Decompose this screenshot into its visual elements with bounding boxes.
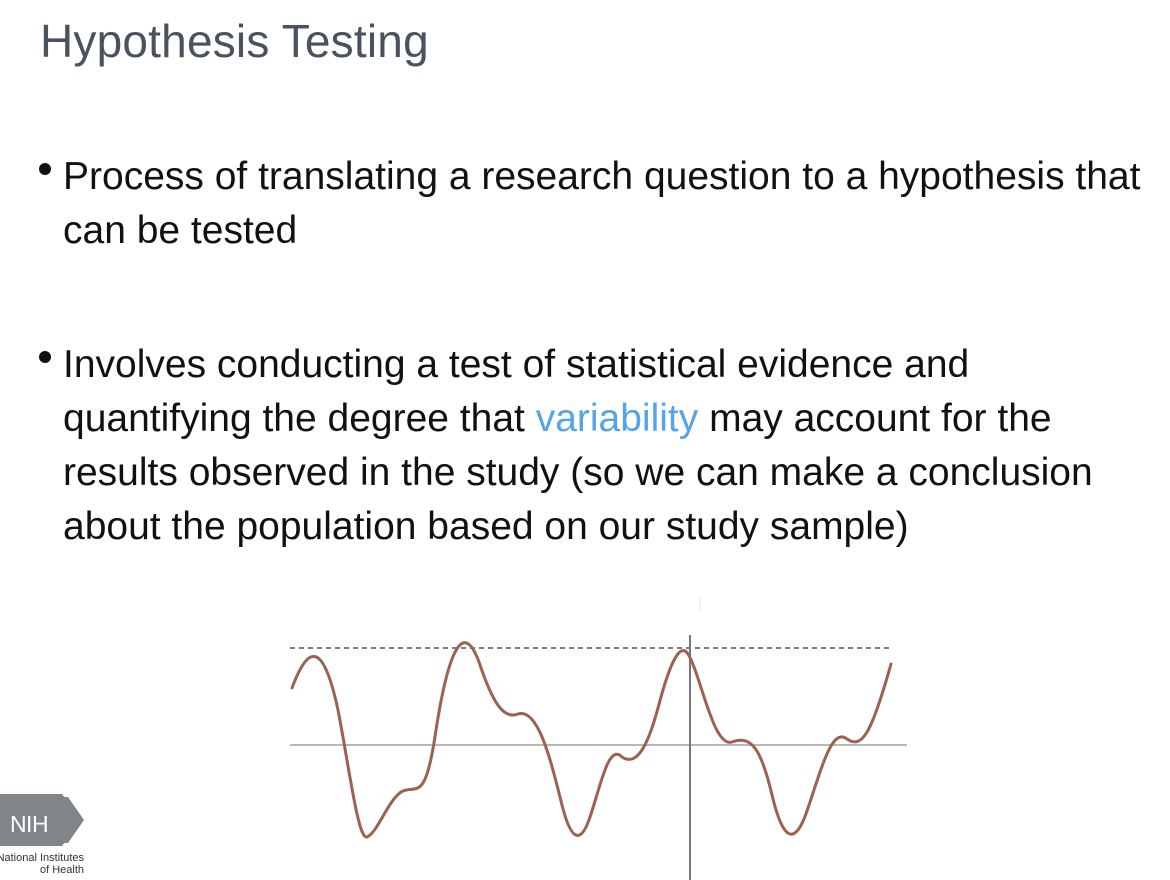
wave-variability-figure <box>290 598 907 880</box>
variability-highlight: variability <box>535 397 699 440</box>
nih-logo-text: NIH <box>9 811 49 837</box>
bullet-list: Process of translating a research questi… <box>36 150 1161 554</box>
bullet-text-after: may account for the results observed in … <box>63 397 1093 548</box>
bullet-icon <box>39 163 51 175</box>
bullet-text-before: Involves conducting a test of statistica… <box>63 343 970 440</box>
bullet-text: Process of translating a research questi… <box>63 155 1141 252</box>
bullet-text: Involves conducting a test of statistica… <box>63 338 1161 554</box>
bullet-item-evidence: Involves conducting a test of statistica… <box>36 338 1161 554</box>
nih-logo: NIH National Institutes of Health <box>0 794 90 880</box>
nih-caption-line-2: of Health <box>39 864 84 876</box>
bullet-item-process: Process of translating a research questi… <box>36 150 1161 258</box>
bullet-icon <box>39 351 51 363</box>
nih-logo-icon <box>0 794 84 846</box>
nih-logo-caption: National Institutes of Health <box>0 852 84 876</box>
variability-wave <box>290 641 893 839</box>
nih-caption-line-1: National Institutes <box>0 852 84 864</box>
slide-title: Hypothesis Testing <box>40 15 429 67</box>
